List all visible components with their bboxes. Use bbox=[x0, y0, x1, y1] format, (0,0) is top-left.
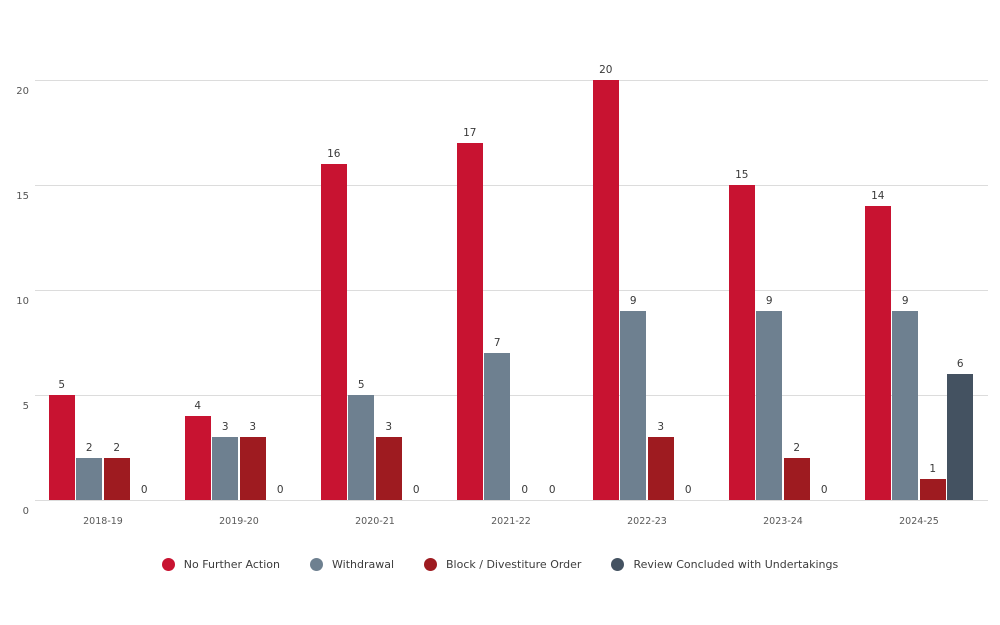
bar-value-label: 0 bbox=[548, 484, 556, 496]
legend-item-label: No Further Action bbox=[183, 557, 280, 571]
bar-value-label: 3 bbox=[385, 421, 393, 433]
legend-item-label: Review Concluded with Undertakings bbox=[633, 557, 839, 571]
bar-value-label: 2 bbox=[85, 442, 93, 454]
bar-value-label: 3 bbox=[657, 421, 665, 433]
bar-value-label: 9 bbox=[629, 295, 637, 307]
y-axis-tick-label: 0 bbox=[22, 506, 29, 517]
legend-item-review-concluded-with-undertakings[interactable]: Review Concluded with Undertakings bbox=[611, 557, 839, 571]
bar-value-label: 2 bbox=[793, 442, 801, 454]
y-axis-tick-label: 15 bbox=[16, 191, 29, 202]
bar-withdrawal-2021-22[interactable] bbox=[484, 353, 511, 500]
legend-item-block-divestiture-order[interactable]: Block / Divestiture Order bbox=[424, 557, 582, 571]
gridline bbox=[35, 290, 988, 291]
bar-withdrawal-2024-25[interactable] bbox=[892, 311, 919, 500]
bar-block-divestiture-order-2019-20[interactable] bbox=[239, 437, 266, 500]
bar-value-label: 7 bbox=[493, 337, 501, 349]
x-axis-category-label: 2023-24 bbox=[763, 516, 803, 527]
legend-item-withdrawal[interactable]: Withdrawal bbox=[310, 557, 395, 571]
chart-legend: No Further Action Withdrawal Block / Dives… bbox=[0, 551, 1000, 577]
x-axis-category-label: 2024-25 bbox=[899, 516, 939, 527]
bar-value-label: 20 bbox=[599, 64, 613, 76]
gridline bbox=[35, 185, 988, 186]
x-axis-category-label: 2021-22 bbox=[491, 516, 531, 527]
x-axis-category-label: 2018-19 bbox=[83, 516, 123, 527]
legend-item-label: Block / Divestiture Order bbox=[446, 557, 582, 571]
bar-value-label: 0 bbox=[521, 484, 529, 496]
bar-withdrawal-2020-21[interactable] bbox=[348, 395, 375, 500]
legend-marker-circle bbox=[310, 557, 323, 571]
bar-value-label: 0 bbox=[412, 484, 420, 496]
gridline bbox=[35, 80, 988, 81]
bar-value-label: 16 bbox=[327, 148, 341, 160]
bar-no-further-action-2021-22[interactable] bbox=[456, 143, 483, 500]
bar-value-label: 1 bbox=[929, 463, 937, 475]
y-axis-tick-label: 5 bbox=[22, 401, 29, 412]
bar-block-divestiture-order-2020-21[interactable] bbox=[375, 437, 402, 500]
bar-value-label: 0 bbox=[684, 484, 692, 496]
y-axis-tick-label: 20 bbox=[16, 86, 29, 97]
bar-block-divestiture-order-2023-24[interactable] bbox=[783, 458, 810, 500]
legend-item-no-further-action[interactable]: No Further Action bbox=[161, 557, 280, 571]
bar-withdrawal-2023-24[interactable] bbox=[756, 311, 783, 500]
bar-withdrawal-2018-19[interactable] bbox=[76, 458, 103, 500]
bar-no-further-action-2022-23[interactable] bbox=[592, 80, 619, 500]
bar-value-label: 5 bbox=[58, 379, 66, 391]
bar-block-divestiture-order-2024-25[interactable] bbox=[919, 479, 946, 500]
bar-value-label: 3 bbox=[249, 421, 257, 433]
bar-value-label: 0 bbox=[820, 484, 828, 496]
bar-value-label: 15 bbox=[735, 169, 749, 181]
bar-no-further-action-2019-20[interactable] bbox=[184, 416, 211, 500]
bar-no-further-action-2020-21[interactable] bbox=[320, 164, 347, 500]
bar-block-divestiture-order-2018-19[interactable] bbox=[103, 458, 130, 500]
x-axis-category-label: 2020-21 bbox=[355, 516, 395, 527]
x-axis-baseline bbox=[35, 500, 988, 501]
bar-withdrawal-2022-23[interactable] bbox=[620, 311, 647, 500]
gridline bbox=[35, 395, 988, 396]
bar-review-concluded-with-undertakings-2024-25[interactable] bbox=[947, 374, 974, 500]
x-axis-category-label: 2019-20 bbox=[219, 516, 259, 527]
bar-withdrawal-2019-20[interactable] bbox=[212, 437, 239, 500]
bar-value-label: 0 bbox=[276, 484, 284, 496]
bar-value-label: 5 bbox=[357, 379, 365, 391]
bar-block-divestiture-order-2022-23[interactable] bbox=[647, 437, 674, 500]
bar-value-label: 3 bbox=[221, 421, 229, 433]
x-axis-category-label: 2022-23 bbox=[627, 516, 667, 527]
bar-value-label: 9 bbox=[765, 295, 773, 307]
bar-value-label: 4 bbox=[194, 400, 202, 412]
bar-no-further-action-2024-25[interactable] bbox=[864, 206, 891, 500]
legend-marker-circle bbox=[424, 557, 438, 571]
bar-no-further-action-2018-19[interactable] bbox=[48, 395, 75, 500]
legend-marker-circle bbox=[611, 557, 625, 571]
bar-no-further-action-2023-24[interactable] bbox=[728, 185, 755, 500]
legend-marker-circle bbox=[161, 557, 175, 571]
bar-value-label: 17 bbox=[463, 127, 477, 139]
legend-item-label: Withdrawal bbox=[332, 557, 395, 571]
bar-value-label: 0 bbox=[140, 484, 148, 496]
y-axis-tick-label: 10 bbox=[16, 296, 29, 307]
bar-value-label: 9 bbox=[901, 295, 909, 307]
bar-value-label: 14 bbox=[871, 190, 885, 202]
bar-value-label: 2 bbox=[113, 442, 121, 454]
bar-value-label: 6 bbox=[956, 358, 964, 370]
